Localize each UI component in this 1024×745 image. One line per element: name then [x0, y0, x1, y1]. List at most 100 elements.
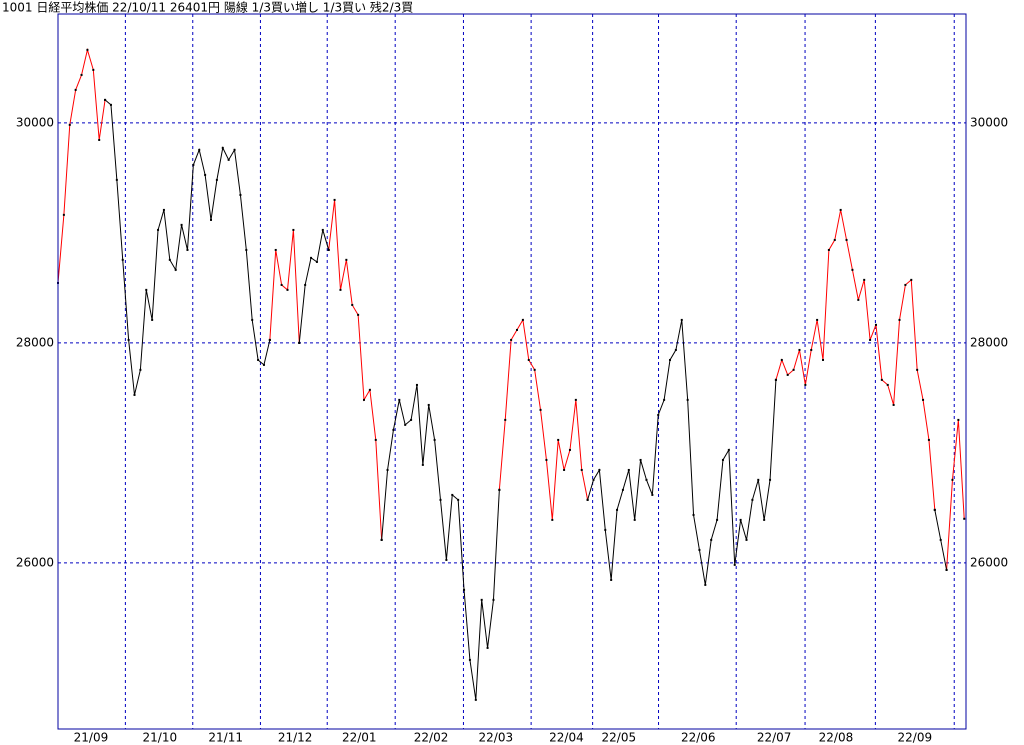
price-dot: [504, 418, 507, 421]
price-dot: [168, 258, 171, 261]
price-dot: [404, 423, 407, 426]
price-dot: [598, 468, 601, 471]
price-dot: [198, 148, 201, 151]
price-dot: [157, 228, 160, 231]
price-dot: [445, 558, 448, 561]
x-tick-label: 22/02: [414, 731, 449, 745]
price-dot: [333, 198, 336, 201]
price-dot: [827, 248, 830, 251]
price-dot: [927, 438, 930, 441]
price-dot: [639, 458, 642, 461]
price-dot: [651, 493, 654, 496]
price-dot: [710, 538, 713, 541]
price-dot: [557, 438, 560, 441]
price-dot: [233, 148, 236, 151]
price-dot: [892, 403, 895, 406]
price-dot: [863, 278, 866, 281]
price-dot: [427, 403, 430, 406]
x-tick-label: 21/09: [74, 731, 109, 745]
price-dot: [568, 448, 571, 451]
price-dot: [663, 398, 666, 401]
price-dot: [145, 288, 148, 291]
price-dot: [204, 173, 207, 176]
price-dot: [274, 248, 277, 251]
price-dot: [616, 508, 619, 511]
price-dot: [704, 583, 707, 586]
price-dot: [933, 508, 936, 511]
price-dot: [392, 428, 395, 431]
price-dot: [492, 598, 495, 601]
price-dot: [468, 658, 471, 661]
y-tick-label-right: 30000: [970, 115, 1008, 129]
price-dot: [251, 318, 254, 321]
price-dot: [939, 538, 942, 541]
price-dot: [769, 478, 772, 481]
price-dot: [751, 498, 754, 501]
x-tick-label: 21/10: [143, 731, 178, 745]
price-dot: [498, 488, 501, 491]
price-dot: [68, 123, 71, 126]
price-dot: [86, 48, 89, 51]
price-dot: [463, 588, 466, 591]
price-dot: [315, 260, 318, 263]
price-dot: [398, 398, 401, 401]
price-dot: [62, 213, 65, 216]
price-dot: [874, 323, 877, 326]
y-tick-label-right: 26000: [970, 555, 1008, 569]
y-tick-label: 26000: [16, 555, 54, 569]
price-dot: [645, 478, 648, 481]
price-dot: [869, 338, 872, 341]
price-dot: [904, 283, 907, 286]
price-dot: [304, 283, 307, 286]
plot-border: [57, 13, 967, 730]
price-dot: [510, 338, 513, 341]
price-dot: [286, 288, 289, 291]
price-dot: [604, 528, 607, 531]
price-dot: [674, 348, 677, 351]
x-tick-label: 21/11: [208, 731, 243, 745]
price-dot: [480, 598, 483, 601]
price-dot: [98, 138, 101, 141]
price-dot: [374, 438, 377, 441]
chart-title: 1001 日経平均株価 22/10/11 26401円 陽線 1/3買い増し 1…: [2, 0, 413, 15]
price-dot: [851, 268, 854, 271]
price-dot: [922, 398, 925, 401]
price-dot: [621, 488, 624, 491]
price-dot: [592, 478, 595, 481]
price-dot: [574, 398, 577, 401]
price-dot: [539, 408, 542, 411]
price-dot: [727, 448, 730, 451]
price-dot: [798, 348, 801, 351]
price-dot: [780, 358, 783, 361]
price-dot: [857, 298, 860, 301]
price-dot: [669, 358, 672, 361]
price-dot: [245, 248, 248, 251]
price-dot: [351, 303, 354, 306]
price-dot: [633, 518, 636, 521]
price-dot: [410, 418, 413, 421]
y-tick-label: 28000: [16, 335, 54, 349]
price-dot: [533, 368, 536, 371]
price-dot: [345, 258, 348, 261]
price-dot: [415, 383, 418, 386]
price-dot: [327, 248, 330, 251]
x-tick-label: 21/12: [278, 731, 313, 745]
price-dot: [916, 368, 919, 371]
price-dot: [298, 341, 301, 344]
price-dot: [180, 223, 183, 226]
price-dot: [215, 178, 218, 181]
price-dot: [945, 568, 948, 571]
price-dot: [833, 238, 836, 241]
price-dot: [516, 328, 519, 331]
price-dot: [239, 193, 242, 196]
price-dot: [486, 646, 489, 649]
price-dot: [792, 368, 795, 371]
price-dot: [451, 493, 454, 496]
price-dot: [692, 513, 695, 516]
price-dot: [268, 338, 271, 341]
price-dot: [774, 378, 777, 381]
price-dot: [686, 398, 689, 401]
price-dot: [104, 98, 107, 101]
price-dot: [610, 578, 613, 581]
price-dot: [357, 313, 360, 316]
